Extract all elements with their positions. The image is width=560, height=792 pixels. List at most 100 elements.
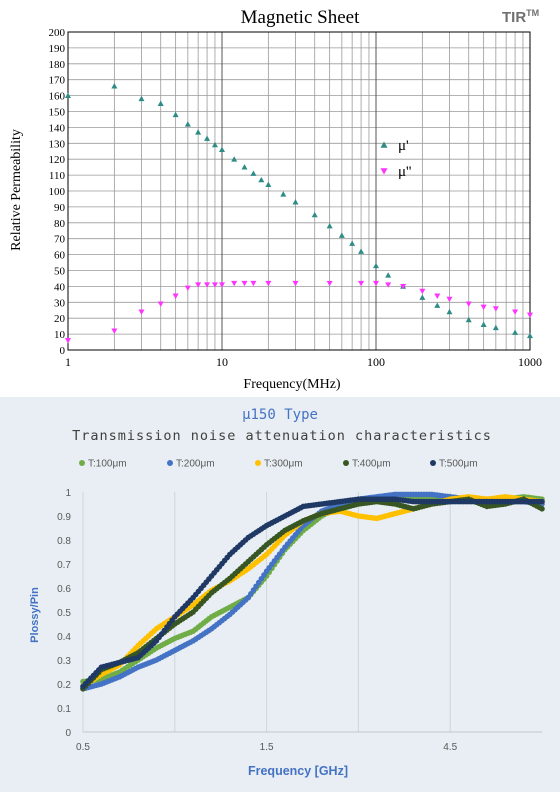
legend-marker — [343, 460, 349, 466]
mu-double-prime-data-point — [157, 301, 164, 307]
mu-prime-data-point — [338, 232, 345, 238]
mu-double-prime-data-point — [492, 306, 499, 312]
mu-double-prime-data-point — [265, 280, 272, 287]
x-axis-label: Frequency(MHz) — [243, 377, 341, 392]
x-tick-label: 10 — [216, 355, 228, 369]
mu-double-prime-data-point — [250, 280, 257, 287]
y-tick-label: 200 — [49, 27, 66, 39]
mu-double-prime-data-point — [358, 280, 365, 287]
data-markers — [80, 491, 545, 692]
y-tick-label: 0.6 — [57, 584, 71, 595]
series-t-200-m — [80, 491, 545, 692]
legend-marker — [79, 460, 85, 466]
mu-prime-data-point — [138, 95, 145, 102]
y-tick-label: 0.5 — [57, 608, 71, 619]
y-tick-label: 140 — [49, 122, 66, 134]
y-tick-label: 80 — [54, 218, 66, 230]
mu-prime-data-point — [65, 92, 71, 98]
y-tick-label: 50 — [54, 266, 66, 278]
mu-prime-data-point — [265, 181, 272, 188]
y-tick-label: 0.2 — [57, 680, 71, 691]
x-tick-label: 1.5 — [260, 742, 274, 753]
chart-title: μ150 Type — [242, 407, 318, 423]
mu-double-prime-data-point — [219, 282, 225, 288]
plot-frame — [67, 31, 531, 351]
mu-prime-data-point — [512, 329, 519, 335]
legend-marker — [430, 460, 436, 466]
mu-double-prime-data-point — [138, 309, 145, 315]
mu-prime-data-point — [204, 135, 211, 141]
mu-double-prime-data-point — [373, 280, 379, 287]
mu-prime-data-point — [258, 176, 265, 183]
mu-prime-data-point — [311, 211, 318, 218]
mu-double-prime-data-point — [512, 309, 519, 315]
x-tick-label: 0.5 — [76, 742, 90, 753]
mu-prime-data-point — [465, 316, 472, 323]
grid-lines — [67, 31, 530, 351]
y-tick-label: 180 — [49, 59, 66, 71]
mu-double-prime-data-point — [385, 282, 392, 288]
y-tick-label: 110 — [49, 170, 66, 182]
legend-label: T:500μm — [439, 459, 478, 470]
mu-double-prime-data-point — [292, 280, 299, 287]
chart-subtitle: Transmission noise attenuation character… — [72, 428, 492, 444]
mu-prime-data-point — [280, 191, 287, 197]
mu-double-prime-data-point — [195, 282, 202, 288]
legend-marker — [380, 168, 388, 175]
y-tick-label: 150 — [49, 107, 66, 119]
mu-prime-data-point — [184, 121, 191, 127]
y-tick-label: 0.4 — [57, 632, 71, 643]
noise-attenuation-chart-panel: μ150 Type Transmission noise attenuation… — [0, 397, 560, 792]
legend-marker — [380, 141, 388, 148]
mu-prime-data-point — [157, 100, 164, 106]
y-tick-label: 1 — [65, 488, 71, 499]
mu-double-prime-data-point — [326, 280, 333, 287]
chart-title: Magnetic Sheet — [241, 7, 360, 28]
mu-double-prime-data-point — [434, 293, 441, 299]
magnetic-sheet-chart-panel: 0 10 20 30 40 50 60 70 80 90 100 110 120 130 140 150 160… — [9, 7, 542, 392]
mu-prime-data-point — [527, 332, 533, 339]
mu-double-prime-data-point — [419, 288, 426, 295]
y-tick-label: 70 — [54, 234, 66, 246]
mu-prime-data-point — [326, 222, 333, 229]
mu-prime-data-point — [231, 156, 238, 162]
magnetic-sheet-chart: 0102030405060708090100110120130140150160… — [9, 7, 542, 392]
legend: T:100μm T:200μm T:300μm T:400μm T:500μm — [79, 459, 478, 470]
mu-prime-data-point — [219, 146, 225, 153]
legend-label: T:300μm — [264, 459, 303, 470]
y-tick-label: 90 — [54, 202, 66, 214]
mu-prime-data-point — [292, 199, 299, 205]
legend-label: μ' — [398, 138, 409, 154]
x-tick-label: 4.5 — [443, 742, 457, 753]
y-tick-label: 60 — [54, 250, 66, 262]
y-tick-label: 170 — [49, 75, 66, 87]
y-tick-label: 0.9 — [57, 512, 71, 523]
mu-double-prime-data-point — [231, 280, 238, 287]
y-axis-label: Relative Permeability — [9, 129, 24, 251]
y-tick-label: 120 — [49, 154, 66, 166]
y-tick-label: 190 — [49, 43, 66, 55]
tick-labels: 0 0.1 0.2 0.3 0.4 0.5 0.6 0.7 0.8 0.9 1 0.5 1.5 4.5 — [57, 488, 457, 753]
data-point — [539, 498, 545, 505]
y-tick-label: 160 — [49, 91, 66, 103]
mu-double-prime-data-point — [241, 280, 248, 287]
noise-attenuation-chart: μ150 Type Transmission noise attenuation… — [29, 407, 545, 778]
y-tick-label: 0 — [65, 728, 71, 739]
y-tick-label: 10 — [54, 329, 66, 341]
x-tick-label: 1000 — [518, 355, 542, 369]
legend-label: T:400μm — [352, 459, 391, 470]
data-markers — [65, 83, 533, 344]
y-tick-label: 130 — [49, 138, 66, 150]
legend-label: T:200μm — [176, 459, 215, 470]
legend-label: μ'' — [398, 164, 412, 180]
y-tick-label: 0.8 — [57, 536, 71, 547]
legend-marker — [167, 460, 173, 466]
mu-prime-data-point — [195, 129, 202, 135]
data-point — [539, 506, 545, 512]
mu-prime-data-point — [419, 294, 426, 300]
mu-double-prime-data-point — [111, 328, 118, 334]
mu-double-prime-data-point — [480, 304, 487, 311]
x-axis-label: Frequency [GHz] — [248, 764, 348, 778]
y-tick-label: 0.1 — [57, 704, 71, 715]
brand-label: TIRTM — [502, 8, 539, 26]
